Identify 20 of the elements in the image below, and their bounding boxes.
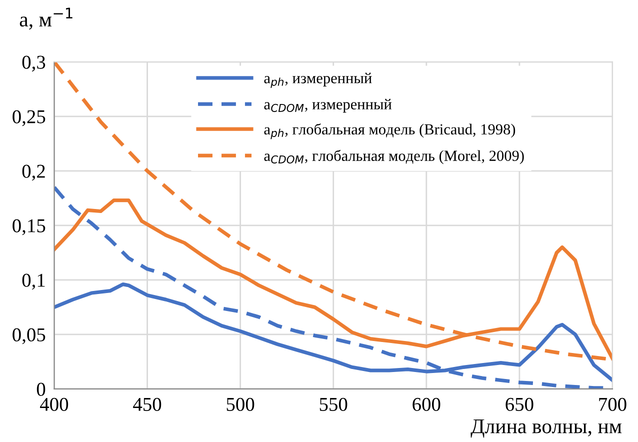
y-tick-label: 0,15 — [12, 219, 46, 236]
y-tick-label: 0,2 — [22, 164, 45, 181]
y-tick-label: 0 — [36, 382, 46, 396]
y-tick-label: 0,05 — [12, 328, 46, 344]
y-tick-label: 0,3 — [22, 56, 46, 72]
x-tick-label: 600 — [412, 398, 440, 411]
x-tick-label: 500 — [226, 398, 254, 411]
x-tick-label: 550 — [320, 398, 348, 411]
y-axis-title: a, м$^{−1}$ — [20, 8, 72, 30]
x-tick-label: 650 — [506, 398, 534, 411]
x-tick-label: 400 — [40, 398, 68, 411]
legend-label: a$_{CDOM}$, глобальная модель (Morel, 2009) — [264, 150, 524, 164]
legend-label: a$_{ph}$, глобальная модель (Bricaud, 1998) — [264, 123, 516, 140]
x-axis-title: Длина волны, нм — [470, 420, 622, 438]
legend-label: a$_{CDOM}$, измеренный — [264, 98, 392, 113]
x-tick-label: 700 — [599, 398, 626, 411]
y-tick-label: 0,1 — [22, 274, 45, 290]
legend-label: a$_{ph}$, измеренный — [264, 72, 372, 88]
y-tick-label: 0,25 — [12, 110, 46, 126]
x-tick-label: 450 — [133, 398, 162, 411]
